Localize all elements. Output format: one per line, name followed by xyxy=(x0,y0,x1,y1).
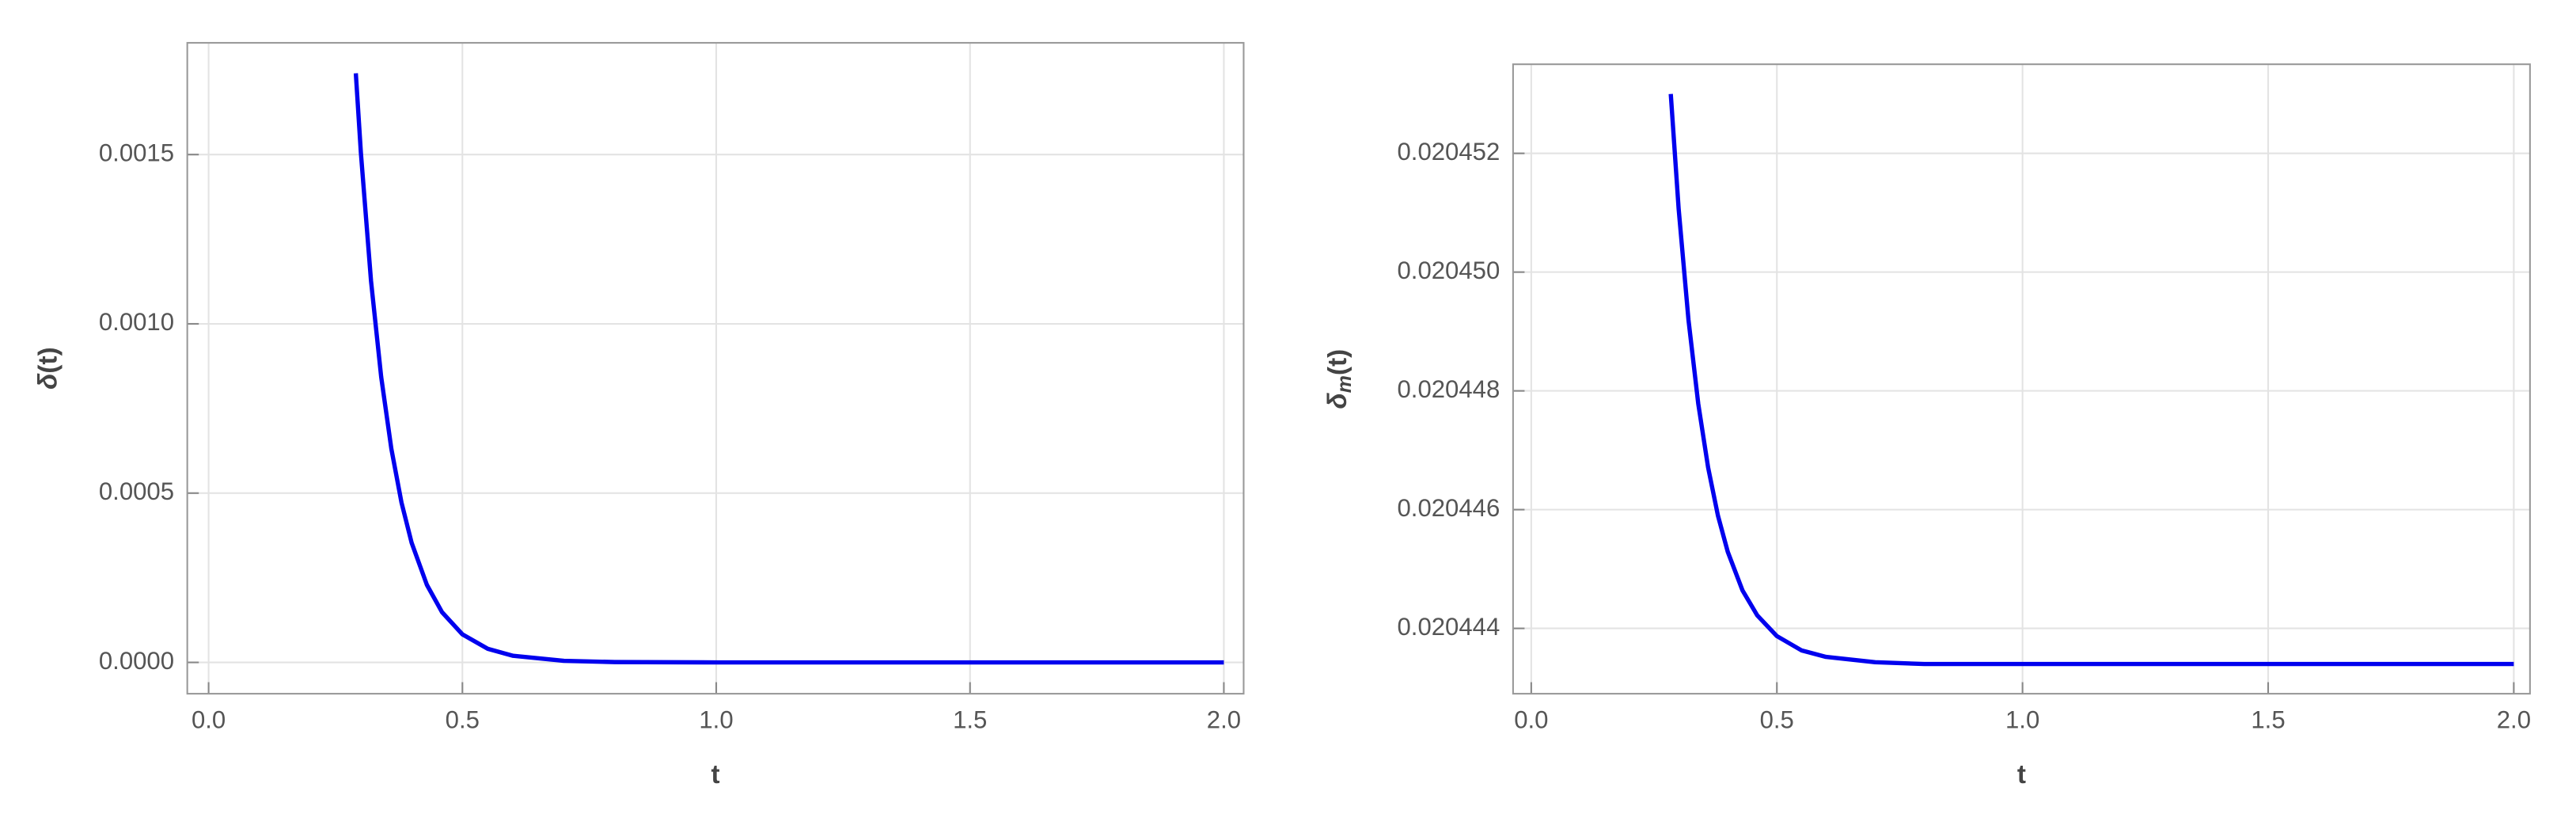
y-tick-label: 0.020446 xyxy=(1397,494,1500,522)
y-axis-label: δm(t) xyxy=(1323,349,1356,409)
y-tick-label: 0.020450 xyxy=(1397,257,1500,284)
plot-frame xyxy=(186,42,1245,695)
y-tick-label: 0.0000 xyxy=(99,647,174,675)
y-tick-label: 0.0010 xyxy=(99,308,174,336)
line-series xyxy=(353,73,1224,665)
x-axis-label: t xyxy=(711,760,720,789)
x-tick-label: 1.5 xyxy=(953,706,987,734)
y-axis-tail: (t) xyxy=(1323,349,1352,375)
y-axis-tail: (t) xyxy=(33,347,63,373)
line-series xyxy=(1668,93,2514,667)
y-tick-label: 0.020448 xyxy=(1397,375,1500,403)
y-axis-symbol: δ xyxy=(33,373,63,390)
y-axis-subscript: m xyxy=(1334,375,1356,393)
x-tick-label: 0.5 xyxy=(1760,706,1794,734)
y-tick-label: 0.020452 xyxy=(1397,138,1500,165)
x-tick-label: 0.0 xyxy=(192,706,226,734)
x-tick-label: 1.5 xyxy=(2251,706,2285,734)
y-axis-symbol: δ xyxy=(1323,392,1352,409)
y-tick-label: 0.020444 xyxy=(1397,613,1500,641)
plot-frame xyxy=(1512,63,2531,695)
x-tick-label: 0.0 xyxy=(1514,706,1548,734)
x-axis-label: t xyxy=(2017,760,2026,789)
y-tick-label: 0.0005 xyxy=(99,477,174,505)
y-tick-label: 0.0015 xyxy=(99,139,174,166)
x-tick-label: 1.0 xyxy=(2005,706,2039,734)
x-tick-label: 2.0 xyxy=(2497,706,2531,734)
x-tick-label: 2.0 xyxy=(1207,706,1241,734)
y-axis-label: δ(t) xyxy=(33,347,63,390)
x-tick-label: 1.0 xyxy=(699,706,733,734)
x-tick-label: 0.5 xyxy=(446,706,480,734)
